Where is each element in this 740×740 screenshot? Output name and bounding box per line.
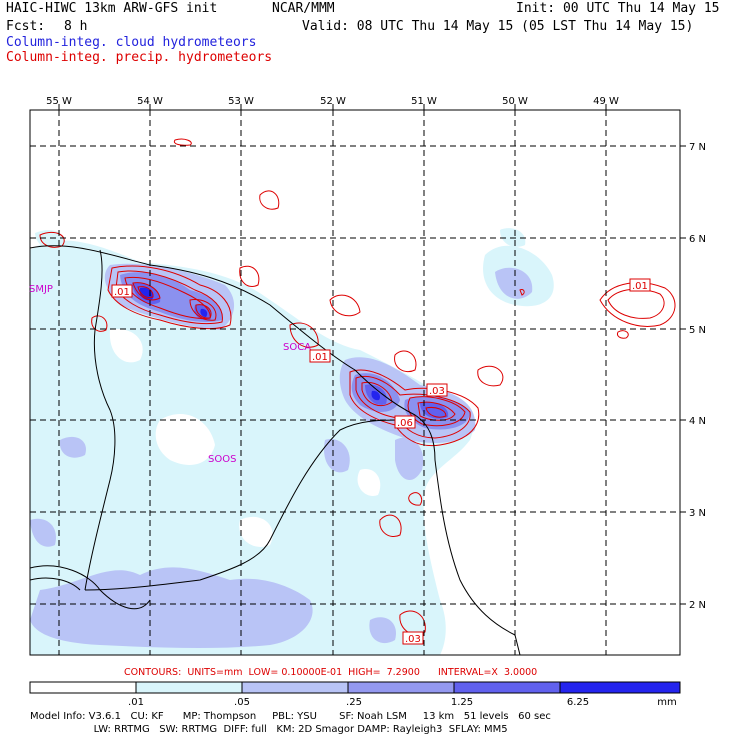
lat-label: 7 N [689, 142, 706, 153]
org-label: NCAR/MMM [272, 1, 335, 16]
fcst-value: 8 h [64, 19, 88, 34]
lat-label: 3 N [689, 508, 706, 519]
station-soos: SOOS [208, 454, 236, 465]
init-time: Init: 00 UTC Thu 14 May 15 [516, 1, 720, 16]
colorbar-unit: mm [657, 697, 676, 708]
contours-info: CONTOURS: UNITS=mm LOW= 0.10000E-01 HIGH… [124, 667, 538, 678]
colorbar-tick: .05 [234, 697, 250, 708]
lat-lon-grid [30, 110, 680, 655]
lat-label: 5 N [689, 325, 706, 336]
model-info-line1: Model Info: V3.6.1 CU: KF MP: Thompson P… [30, 711, 551, 722]
contour-label-boxes: .01 .01 .01 .03 .06 .03 [111, 278, 651, 645]
station-soca: SOCA [283, 342, 311, 353]
lon-label: 49 W [593, 96, 619, 107]
colorbar-tick: 1.25 [451, 697, 473, 708]
contour-label: .06 [397, 418, 413, 429]
model-info-line2: LW: RRTMG SW: RRTMG DIFF: full KM: 2D Sm… [30, 724, 508, 735]
colorbar-tick: .01 [128, 697, 144, 708]
valid-time: Valid: 08 UTC Thu 14 May 15 (05 LST Thu … [302, 19, 694, 34]
model-title: HAIC-HIWC 13km ARW-GFS init [6, 1, 218, 16]
contour-label: .01 [312, 352, 328, 363]
lon-label: 54 W [137, 96, 163, 107]
axis-ticks [58, 104, 686, 605]
lon-label: 55 W [46, 96, 72, 107]
lat-label: 2 N [689, 600, 706, 611]
map-frame [29, 109, 681, 656]
fcst-label: Fcst: [6, 19, 46, 34]
lat-label: 4 N [689, 416, 706, 427]
lon-label: 51 W [411, 96, 437, 107]
contour-label: .03 [405, 634, 421, 645]
lat-label: 6 N [689, 234, 706, 245]
colorbar: .01 .05 .25 1.25 6.25 mm [29, 681, 681, 708]
lon-label: 50 W [502, 96, 528, 107]
colorbar-tick: .25 [346, 697, 362, 708]
colorbar-tick: 6.25 [567, 697, 589, 708]
station-smjp: SMJP [29, 284, 53, 295]
field-precip-label: Column-integ. precip. hydrometeors [6, 50, 273, 65]
lon-label: 53 W [228, 96, 254, 107]
contour-label: .01 [632, 281, 648, 292]
field-cloud-label: Column-integ. cloud hydrometeors [6, 35, 257, 50]
lon-label: 52 W [320, 96, 346, 107]
contour-label: .01 [114, 287, 130, 298]
cloud-shading-medium [30, 567, 313, 649]
contour-label: .03 [429, 386, 445, 397]
